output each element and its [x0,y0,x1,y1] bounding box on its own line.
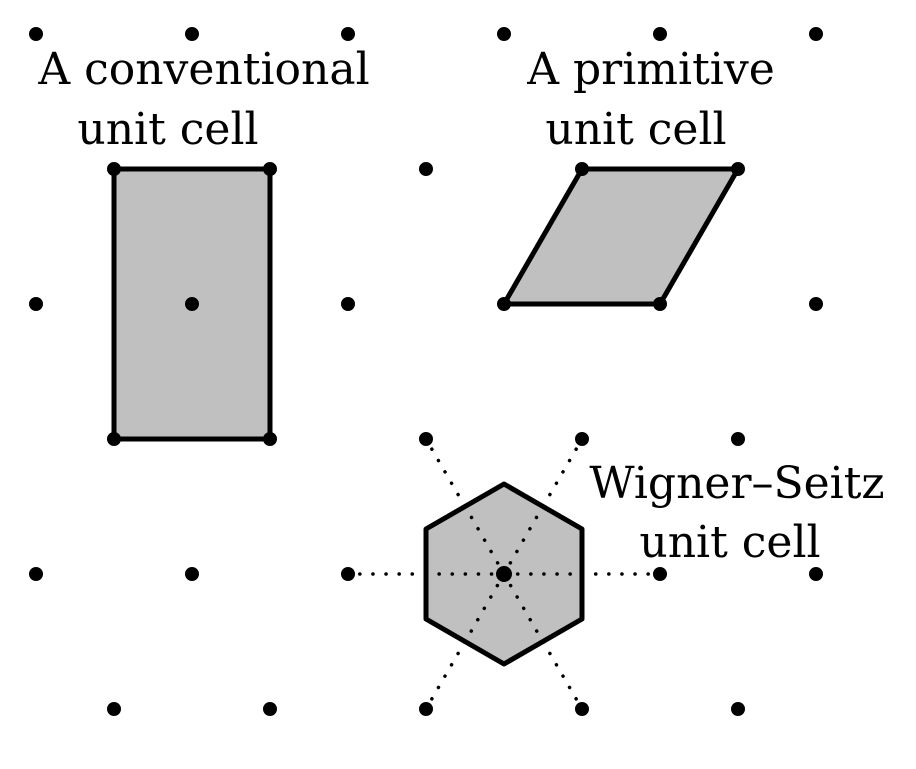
lattice-point [341,27,355,41]
lattice-point [575,432,589,446]
wigner-seitz-label-line-2: unit cell [639,517,820,568]
lattice-points [29,27,823,716]
lattice-point [107,432,121,446]
lattice-point [731,432,745,446]
lattice-point [419,702,433,716]
conventional-unit-cell [111,166,273,442]
lattice-point [809,297,823,311]
lattice-point-center [496,566,512,582]
lattice-point [341,567,355,581]
lattice-point [497,297,511,311]
lattice-point [809,567,823,581]
lattice-point [419,162,433,176]
primitive-label: A primitive unit cell [526,44,774,155]
lattice-point [497,27,511,41]
conventional-label-line-2: unit cell [77,104,258,155]
lattice-point [731,702,745,716]
lattice-point [575,162,589,176]
lattice-point [575,702,589,716]
lattice-point [731,162,745,176]
lattice-point [107,162,121,176]
lattice-point [809,27,823,41]
wigner-seitz-label-line-1: Wigner–Seitz [589,458,884,509]
wigner-seitz-label: Wigner–Seitz unit cell [589,458,884,568]
lattice-point [185,27,199,41]
lattice-point [263,162,277,176]
lattice-point [653,567,667,581]
lattice-point [341,297,355,311]
lattice-point [185,567,199,581]
lattice-point [653,27,667,41]
conventional-label-line-1: A conventional [37,44,369,95]
lattice-point [263,432,277,446]
lattice-point [29,567,43,581]
lattice-point [29,297,43,311]
primitive-label-line-1: A primitive [526,44,774,95]
lattice-point [29,27,43,41]
lattice-point [419,432,433,446]
lattice-point [653,297,667,311]
primitive-label-line-2: unit cell [545,104,726,155]
primitive-unit-cell [501,166,741,307]
conventional-label: A conventional unit cell [37,44,369,155]
lattice-point [263,702,277,716]
lattice-point [185,297,199,311]
lattice-point [107,702,121,716]
